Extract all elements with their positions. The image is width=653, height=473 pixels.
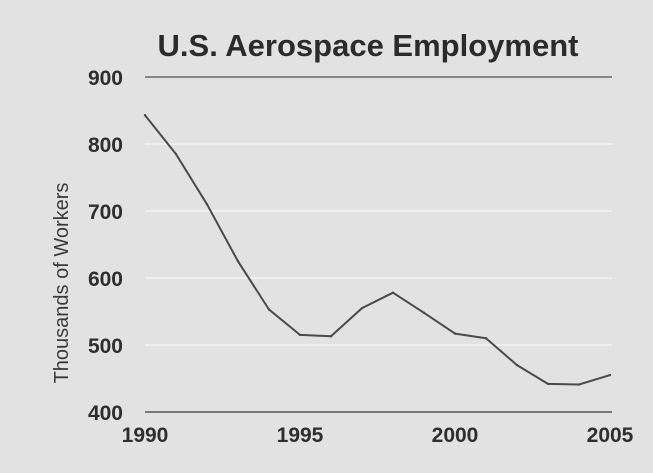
series-line-1	[144, 114, 611, 386]
data-point-2003	[546, 382, 550, 386]
data-point-1998	[391, 291, 395, 294]
y-tick-label-700: 700	[88, 201, 123, 224]
data-point-1995	[298, 333, 302, 337]
gridlines	[145, 76, 612, 346]
data-point-2001	[484, 337, 488, 340]
y-tick-label-600: 600	[88, 268, 123, 291]
y-tick-label-400: 400	[88, 402, 123, 425]
x-tick-label-1995: 1995	[277, 424, 324, 447]
y-axis-label: Thousands of Workers	[51, 183, 73, 384]
data-point-2005	[608, 373, 612, 377]
data-point-1997	[360, 306, 364, 310]
data-point-1991	[174, 152, 178, 156]
series-group	[143, 113, 612, 386]
y-tick-label-500: 500	[88, 335, 123, 358]
data-point-2000	[453, 332, 457, 335]
x-axis-ticks: 1990 1995 2000 2005	[122, 424, 634, 447]
x-tick-label-2000: 2000	[432, 424, 479, 447]
y-tick-label-800: 800	[88, 134, 123, 157]
data-point-1994	[267, 308, 271, 311]
data-point-2004	[577, 383, 581, 386]
data-point-2002	[515, 363, 519, 367]
data-point-1990	[143, 113, 147, 117]
chart-title: U.S. Aerospace Employment	[158, 28, 579, 63]
data-point-1996	[329, 335, 333, 338]
y-tick-label-900: 900	[88, 67, 123, 90]
data-point-1999	[422, 311, 426, 315]
data-point-1992	[205, 203, 209, 206]
x-tick-label-1990: 1990	[122, 424, 169, 447]
data-point-1993	[236, 260, 240, 263]
x-tick-label-2005: 2005	[587, 424, 634, 447]
y-axis-ticks: 400 500 600 700 800 900	[88, 67, 123, 425]
